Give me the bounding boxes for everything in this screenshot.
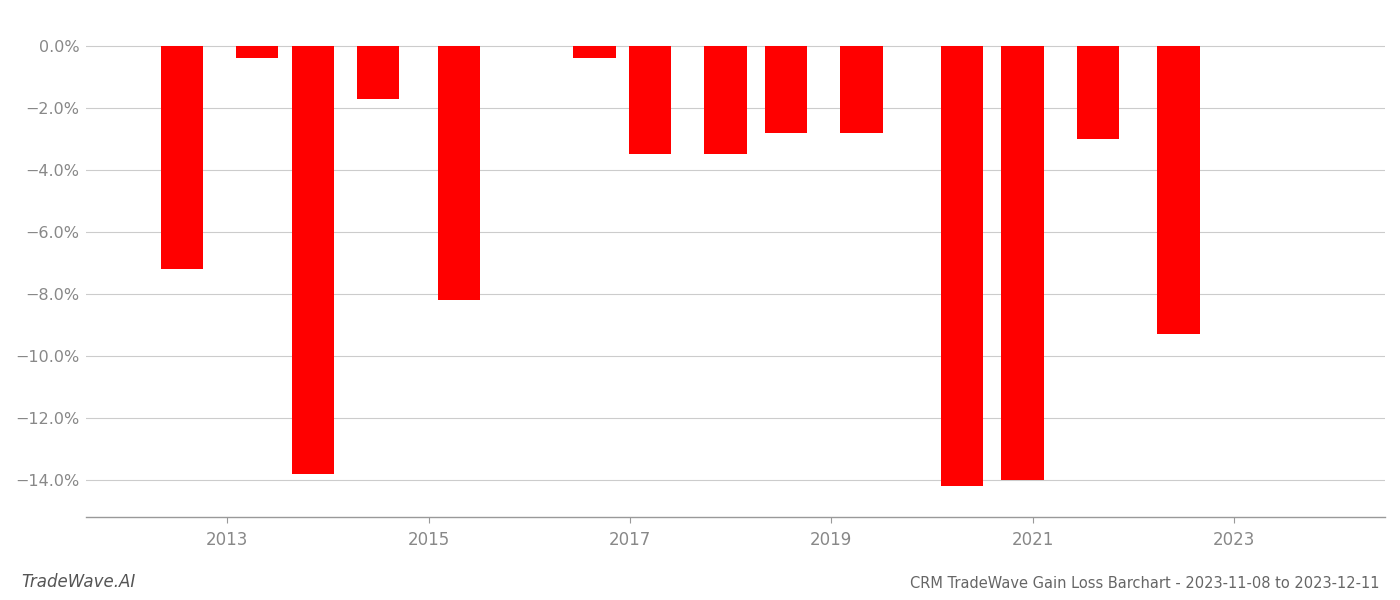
Bar: [840, 46, 882, 133]
Bar: [1077, 46, 1119, 139]
Bar: [161, 46, 203, 269]
Bar: [357, 46, 399, 98]
Bar: [704, 46, 746, 154]
Bar: [291, 46, 333, 474]
Bar: [237, 46, 279, 58]
Bar: [1158, 46, 1200, 334]
Bar: [574, 46, 616, 58]
Text: CRM TradeWave Gain Loss Barchart - 2023-11-08 to 2023-12-11: CRM TradeWave Gain Loss Barchart - 2023-…: [910, 576, 1379, 591]
Text: TradeWave.AI: TradeWave.AI: [21, 573, 136, 591]
Bar: [438, 46, 480, 300]
Bar: [629, 46, 671, 154]
Bar: [764, 46, 806, 133]
Bar: [1001, 46, 1043, 480]
Bar: [941, 46, 983, 486]
